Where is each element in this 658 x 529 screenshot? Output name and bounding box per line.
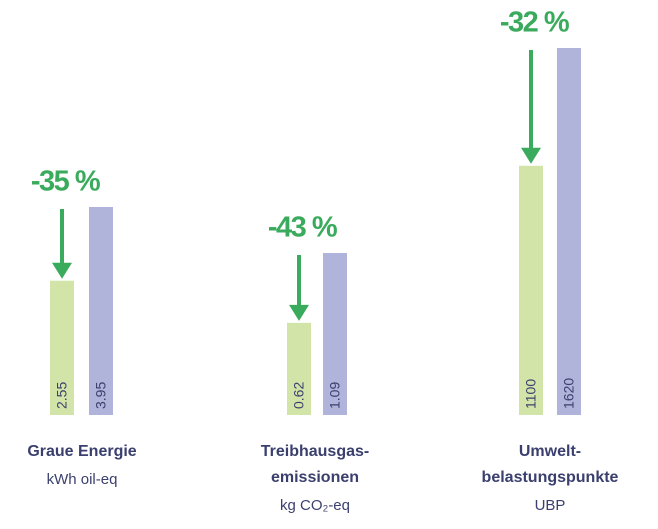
value-label: 1100 xyxy=(523,379,539,409)
bar xyxy=(50,280,74,415)
value-label: 1620 xyxy=(561,378,577,409)
group-unit: kg CO₂-eq xyxy=(280,497,350,514)
arrow-head xyxy=(521,147,541,164)
group-title: belastungspunkte xyxy=(482,469,619,486)
bar xyxy=(287,322,311,415)
value-label: 0.62 xyxy=(291,382,307,409)
bar xyxy=(519,165,543,415)
annotation: -43 % xyxy=(268,212,338,244)
arrow-head xyxy=(289,304,309,321)
value-label: 2.55 xyxy=(54,382,70,409)
group-title: Treibhausgas- xyxy=(261,443,369,460)
bar xyxy=(323,253,347,415)
group-title: emissionen xyxy=(271,469,359,486)
group-title: Umwelt- xyxy=(519,443,581,460)
value-label: 3.95 xyxy=(93,382,109,409)
arrow-head xyxy=(52,262,72,279)
value-label: 1.09 xyxy=(327,382,343,409)
annotation: -35 % xyxy=(31,166,101,198)
group-title: Graue Energie xyxy=(27,443,136,460)
group-unit: kWh oil-eq xyxy=(47,471,118,488)
bar xyxy=(89,207,113,415)
group-unit: UBP xyxy=(535,497,566,514)
annotation: -32 % xyxy=(500,7,570,39)
bar xyxy=(557,48,581,415)
